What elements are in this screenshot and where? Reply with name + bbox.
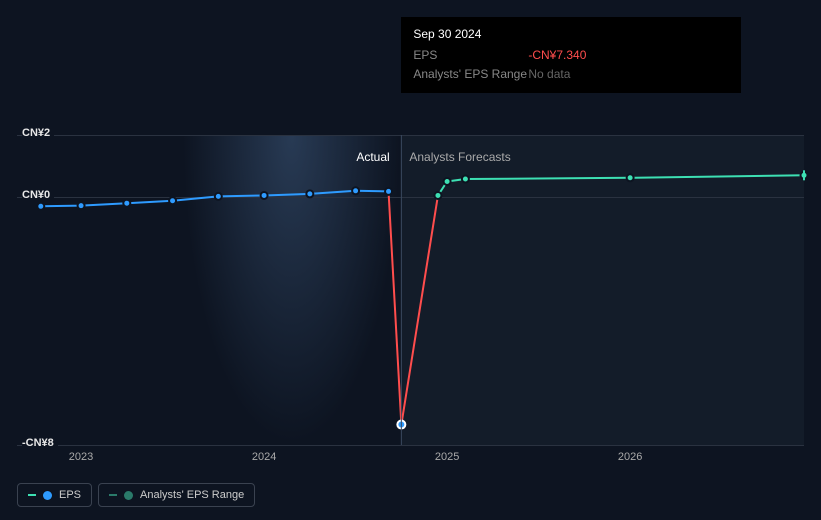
marker-eps-actual bbox=[215, 193, 222, 200]
tooltip-label: EPS bbox=[413, 46, 528, 65]
legend-item-eps[interactable]: EPS bbox=[17, 483, 92, 507]
eps-chart[interactable]: CN¥2CN¥0-CN¥8ActualAnalysts Forecasts202… bbox=[17, 0, 804, 445]
legend-swatch-line bbox=[109, 494, 117, 496]
x-axis-label: 2024 bbox=[252, 451, 276, 463]
legend: EPS Analysts' EPS Range bbox=[17, 483, 255, 507]
x-axis-label: 2026 bbox=[618, 451, 642, 463]
marker-eps-actual bbox=[306, 190, 313, 197]
line-eps-forecast bbox=[438, 175, 804, 195]
tooltip-row: EPS-CN¥7.340 bbox=[413, 46, 729, 65]
y-axis-label: CN¥0 bbox=[22, 189, 54, 201]
legend-swatch-line bbox=[28, 494, 36, 496]
marker-eps-forecast bbox=[462, 176, 469, 183]
marker-eps-actual bbox=[352, 187, 359, 194]
marker-eps-actual bbox=[385, 188, 392, 195]
legend-label: EPS bbox=[59, 489, 81, 501]
legend-item-range[interactable]: Analysts' EPS Range bbox=[98, 483, 255, 507]
marker-eps-forecast bbox=[434, 192, 441, 199]
legend-label: Analysts' EPS Range bbox=[140, 489, 244, 501]
tooltip-title: Sep 30 2024 bbox=[413, 25, 729, 44]
tooltip-row: Analysts' EPS RangeNo data bbox=[413, 65, 729, 84]
tooltip-value: -CN¥7.340 bbox=[528, 46, 586, 65]
tooltip-label: Analysts' EPS Range bbox=[413, 65, 528, 84]
legend-swatch-dot bbox=[124, 491, 133, 500]
x-axis-label: 2025 bbox=[435, 451, 459, 463]
y-axis-label: CN¥2 bbox=[22, 127, 54, 139]
marker-eps-actual bbox=[123, 200, 130, 207]
x-axis-label: 2023 bbox=[69, 451, 93, 463]
y-axis-label: -CN¥8 bbox=[22, 437, 58, 449]
marker-eps-forecast bbox=[627, 174, 634, 181]
gridline bbox=[17, 445, 804, 446]
marker-eps-actual bbox=[37, 203, 44, 210]
line-eps-drop bbox=[389, 191, 438, 424]
marker-eps-actual bbox=[78, 202, 85, 209]
legend-swatch-dot bbox=[43, 491, 52, 500]
marker-eps-actual bbox=[261, 192, 268, 199]
marker-eps-forecast bbox=[444, 178, 451, 185]
tooltip: Sep 30 2024 EPS-CN¥7.340Analysts' EPS Ran… bbox=[401, 17, 741, 93]
marker-eps-actual bbox=[169, 197, 176, 204]
tooltip-value: No data bbox=[528, 65, 570, 84]
